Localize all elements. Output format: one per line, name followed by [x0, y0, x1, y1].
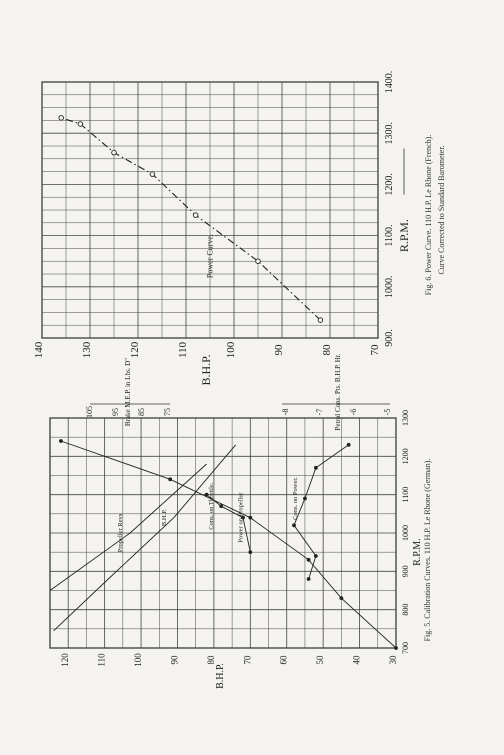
fig6-caption-line2: Curve Corrected to Standard Barometer. [437, 145, 446, 274]
fig6-bhp-tick-label: 70 [369, 344, 381, 356]
fig5-data-point [241, 515, 245, 520]
fig5-rpm-tick-label: 800 [401, 604, 410, 616]
fig5-series-label: Propeller Revs [117, 513, 124, 552]
fig6-data-point [255, 258, 261, 264]
fig5-data-point [303, 496, 307, 501]
fig6-rpm-tick-label: 1300. [384, 122, 395, 145]
fig5-series-line [49, 463, 207, 591]
fig6-rpm-tick-label: 900. [384, 329, 395, 347]
fig6-bhp-tick-label: 110 [177, 341, 189, 358]
fig5-xlabel: R.P.M. [412, 538, 423, 566]
fig5-series-label: Cons. on Throttle. [208, 482, 215, 530]
fig5-bhp-tick-label: 120 [60, 653, 70, 667]
fig5-data-point [219, 504, 224, 509]
fig5-data-point [168, 477, 173, 482]
fig6-rpm-tick-label: 1400. [384, 71, 395, 94]
fig6-xlabel: R.P.M. [397, 219, 411, 252]
fig6-bhp-tick-label: 90 [273, 344, 285, 356]
fig5-petrol-tick-label: -5 [383, 409, 392, 416]
fig5-data-point [313, 554, 318, 558]
fig5-rpm-tick-label: 1000 [401, 525, 410, 541]
fig5-series-line [53, 444, 237, 632]
fig6-ylabel: B.H.P. [199, 354, 213, 385]
fig6-caption-line1: Fig. 6. Power Curve. 110 H.P. Le Rhone (… [424, 135, 433, 296]
fig5-data-point [59, 439, 63, 443]
fig5-bhp-tick-label: 90 [169, 655, 179, 665]
fig5-ylabel: B.H.P. [215, 663, 226, 689]
fig5-data-point [339, 596, 344, 601]
fig5-data-point [204, 492, 209, 497]
fig5-series-label: Power on Propeller [237, 492, 244, 543]
fig5-series-label: B.H.P. [161, 509, 168, 526]
fig5-series-line [60, 440, 397, 649]
fig5-bhp-tick-label: 80 [206, 655, 216, 665]
fig5-series-line [206, 494, 251, 553]
fig5-bhp-tick-label: 50 [315, 655, 325, 665]
fig5-brake-tick-label: 85 [137, 408, 146, 416]
fig5-series-line [293, 444, 349, 580]
fig5-data-point [248, 550, 253, 555]
fig5-data-point [306, 557, 311, 562]
fig5-data-point [313, 465, 318, 470]
fig5-petrol-axis-label: Petrol Cons. Pts. B.H.P. Hr. [334, 353, 342, 430]
fig5-brake-axis-label: Brake M.E.P. in Lbs. D" [124, 358, 132, 426]
fig6-bhp-tick-label: 140 [33, 341, 45, 358]
fig5-bhp-tick-label: 70 [242, 655, 252, 665]
fig6-bhp-tick-label: 100 [225, 341, 237, 358]
fig5-brake-tick-label: 75 [163, 408, 172, 416]
fig5-data-point [346, 442, 351, 447]
fig5-caption: Fig. 5. Calibration Curves. 110 H.P. Le … [423, 459, 432, 642]
fig6-rpm-tick-label: 1100. [384, 225, 395, 247]
fig5-petrol-tick-label: -7 [315, 409, 324, 416]
fig5-bhp-tick-label: 40 [352, 655, 362, 665]
fig5-bhp-tick-label: 100 [133, 653, 143, 667]
fig5-bhp-tick-label: 110 [97, 653, 107, 667]
fig5-brake-tick-label: 95 [111, 408, 120, 416]
fig5-data-point [248, 515, 253, 520]
fig5-brake-tick-label: 105 [85, 406, 94, 418]
fig6-rpm-tick-label: 1200. [384, 173, 395, 196]
fig6-data-point [149, 171, 156, 177]
fig5-rpm-tick-label: 1100 [401, 487, 410, 503]
fig5-rpm-tick-label: 1300 [401, 410, 410, 426]
fig5-rpm-tick-label: 1200 [401, 448, 410, 464]
fig5-petrol-tick-label: -8 [281, 409, 290, 416]
fig6-data-point [317, 317, 324, 323]
fig6-bhp-tick-label: 80 [321, 344, 333, 356]
fig6-power-curve-line [61, 117, 321, 321]
fig6-chart: 70 80 90 100 110 120 130 140 900. 1000. 1100. 1200.… [33, 71, 411, 386]
fig5-bhp-tick-label: 30 [388, 655, 398, 665]
fig6-data-point [111, 149, 117, 156]
fig5-data-point [292, 523, 296, 528]
fig6-annotation: Power Curve. [206, 234, 215, 278]
fig5-series-label: Cons. on Power. [292, 477, 299, 520]
fig5-data-point [394, 646, 398, 650]
fig6-data-point [58, 115, 64, 121]
fig5-data-point [306, 577, 311, 581]
fig6-bhp-tick-label: 130 [81, 341, 93, 358]
fig5-petrol-tick-label: -6 [349, 409, 358, 416]
fig6-bhp-tick-label: 120 [129, 341, 141, 358]
fig6-data-point [77, 121, 84, 127]
fig5-rpm-tick-label: 900 [401, 565, 410, 577]
fig5-rpm-tick-label: 700 [401, 642, 410, 654]
fig5-chart: 30 40 50 60 70 80 90 100 110 120 700 800 900 1000 1100… [49, 353, 423, 689]
fig5-bhp-tick-label: 60 [279, 655, 289, 665]
fig6-data-point [192, 212, 199, 218]
fig6-rpm-tick-label: 1000. [384, 276, 395, 299]
